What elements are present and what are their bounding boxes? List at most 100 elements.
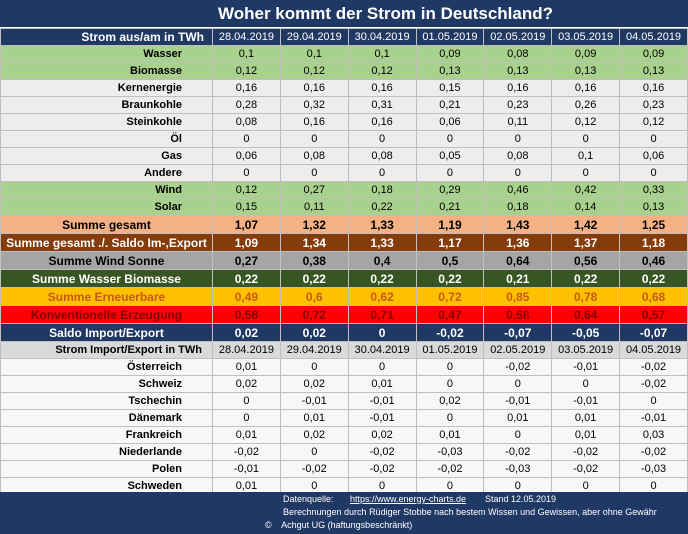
cell-value: 0 <box>212 409 281 427</box>
data-row: Frankreich 0,01 0,02 0,02 0,01 0 0,01 0,03 <box>0 426 688 444</box>
footer: Datenquelle: https://www.energy-charts.d… <box>0 492 688 534</box>
row-label: Polen <box>0 460 213 478</box>
cell-value: -0,01 <box>551 358 621 376</box>
cell-value: 0,62 <box>347 287 417 306</box>
data-row: Saldo Import/Export 0,02 0,02 0 -0,02 -0,07 -0… <box>0 323 688 342</box>
cell-value: 0,11 <box>279 198 349 216</box>
cell-value: -0,07 <box>483 323 553 342</box>
cell-value: 0,16 <box>347 113 417 131</box>
date-header: 28.04.2019 <box>212 341 281 359</box>
cell-value: 0,27 <box>279 181 349 199</box>
cell-value: 0 <box>551 375 621 393</box>
source-url[interactable]: https://www.energy-charts.de <box>350 494 467 504</box>
energy-table: Strom aus/am in TWh 28.04.2019 29.04.2019 3… <box>0 28 688 495</box>
cell-value: 0 <box>619 130 688 148</box>
cell-value: 0 <box>347 164 417 182</box>
row-label: Kernenergie <box>0 79 213 97</box>
row-label: Biomasse <box>0 62 213 80</box>
cell-value: 0,22 <box>347 269 417 288</box>
cell-value: -0,02 <box>551 460 621 478</box>
cell-value: -0,01 <box>551 392 621 410</box>
cell-value: -0,02 <box>483 358 553 376</box>
cell-value: 0,13 <box>551 62 621 80</box>
cell-value: 0,12 <box>279 62 349 80</box>
row-label: Summe Wasser Biomasse <box>0 269 213 288</box>
cell-value: 0,23 <box>483 96 553 114</box>
cell-value: 0 <box>415 358 485 376</box>
cell-value: 0,85 <box>483 287 553 306</box>
cell-value: 0 <box>279 130 349 148</box>
row-label: Summe gesamt ./. Saldo Im-,Export <box>0 233 213 252</box>
cell-value: 0 <box>551 477 621 495</box>
cell-value: 0,08 <box>483 45 553 63</box>
data-row: Summe Wind Sonne 0,27 0,38 0,4 0,5 0,64 0,56 0,… <box>0 251 688 270</box>
cell-value: -0,02 <box>551 443 621 461</box>
cell-value: 0,09 <box>551 45 621 63</box>
row-label: Frankreich <box>0 426 213 444</box>
cell-value: 0,09 <box>415 45 485 63</box>
cell-value: 0,06 <box>619 147 688 165</box>
data-row: Wasser 0,1 0,1 0,1 0,09 0,08 0,09 0,09 <box>0 45 688 63</box>
cell-value: 0,68 <box>619 287 688 306</box>
cell-value: -0,02 <box>415 323 485 342</box>
header-row: Strom aus/am in TWh 28.04.2019 29.04.2019 3… <box>0 28 688 46</box>
cell-value: -0,02 <box>347 443 417 461</box>
cell-value: 0,12 <box>347 62 417 80</box>
date-header: 30.04.2019 <box>347 341 417 359</box>
date-header: 01.05.2019 <box>415 28 485 46</box>
cell-value: 0,18 <box>347 181 417 199</box>
header-label: Strom Import/Export in TWh <box>0 341 213 359</box>
row-label: Saldo Import/Export <box>0 323 213 342</box>
cell-value: 0,12 <box>619 113 688 131</box>
cell-value: 0,13 <box>483 62 553 80</box>
cell-value: 0,21 <box>415 198 485 216</box>
cell-value: -0,02 <box>619 375 688 393</box>
cell-value: 0 <box>415 409 485 427</box>
cell-value: 0,22 <box>551 269 621 288</box>
cell-value: 0,21 <box>483 269 553 288</box>
cell-value: 0 <box>212 392 281 410</box>
row-label: Summe Erneuerbare <box>0 287 213 306</box>
copyright: © Achgut UG (haftungsbeschränkt) <box>265 520 413 530</box>
cell-value: 0,22 <box>212 269 281 288</box>
cell-value: 1,09 <box>212 233 281 252</box>
cell-value: 0,28 <box>212 96 281 114</box>
cell-value: 0,01 <box>551 426 621 444</box>
cell-value: 0 <box>279 358 349 376</box>
date-header: 29.04.2019 <box>279 28 349 46</box>
data-row: Summe gesamt 1,07 1,32 1,33 1,19 1,43 1,42 1,25 <box>0 215 688 234</box>
cell-value: 0,16 <box>483 79 553 97</box>
cell-value: -0,02 <box>483 443 553 461</box>
date-header: 30.04.2019 <box>347 28 417 46</box>
date-header: 02.05.2019 <box>483 341 553 359</box>
data-row: Gas 0,06 0,08 0,08 0,05 0,08 0,1 0,06 <box>0 147 688 165</box>
data-row: Summe gesamt ./. Saldo Im-,Export 1,09 1,3… <box>0 233 688 252</box>
row-label: Tschechin <box>0 392 213 410</box>
cell-value: -0,02 <box>212 443 281 461</box>
row-label: Summe Wind Sonne <box>0 251 213 270</box>
date-header: 04.05.2019 <box>619 341 688 359</box>
cell-value: 0,16 <box>212 79 281 97</box>
cell-value: 0,5 <box>415 251 485 270</box>
cell-value: 1,42 <box>551 215 621 234</box>
data-row: Wind 0,12 0,27 0,18 0,29 0,46 0,42 0,33 <box>0 181 688 199</box>
cell-value: -0,03 <box>483 460 553 478</box>
cell-value: 0,02 <box>212 323 281 342</box>
cell-value: -0,02 <box>619 358 688 376</box>
cell-value: 0,18 <box>483 198 553 216</box>
row-label: Niederlande <box>0 443 213 461</box>
cell-value: 1,07 <box>212 215 281 234</box>
cell-value: -0,02 <box>415 460 485 478</box>
cell-value: 0,42 <box>551 181 621 199</box>
row-label: Solar <box>0 198 213 216</box>
cell-value: 0,22 <box>279 269 349 288</box>
cell-value: -0,02 <box>347 460 417 478</box>
date-header: 01.05.2019 <box>415 341 485 359</box>
cell-value: -0,01 <box>483 392 553 410</box>
cell-value: 0,22 <box>347 198 417 216</box>
cell-value: 0 <box>347 130 417 148</box>
cell-value: 0,29 <box>415 181 485 199</box>
row-label: Braunkohle <box>0 96 213 114</box>
header-label: Strom aus/am in TWh <box>0 28 213 46</box>
cell-value: 0,16 <box>551 79 621 97</box>
